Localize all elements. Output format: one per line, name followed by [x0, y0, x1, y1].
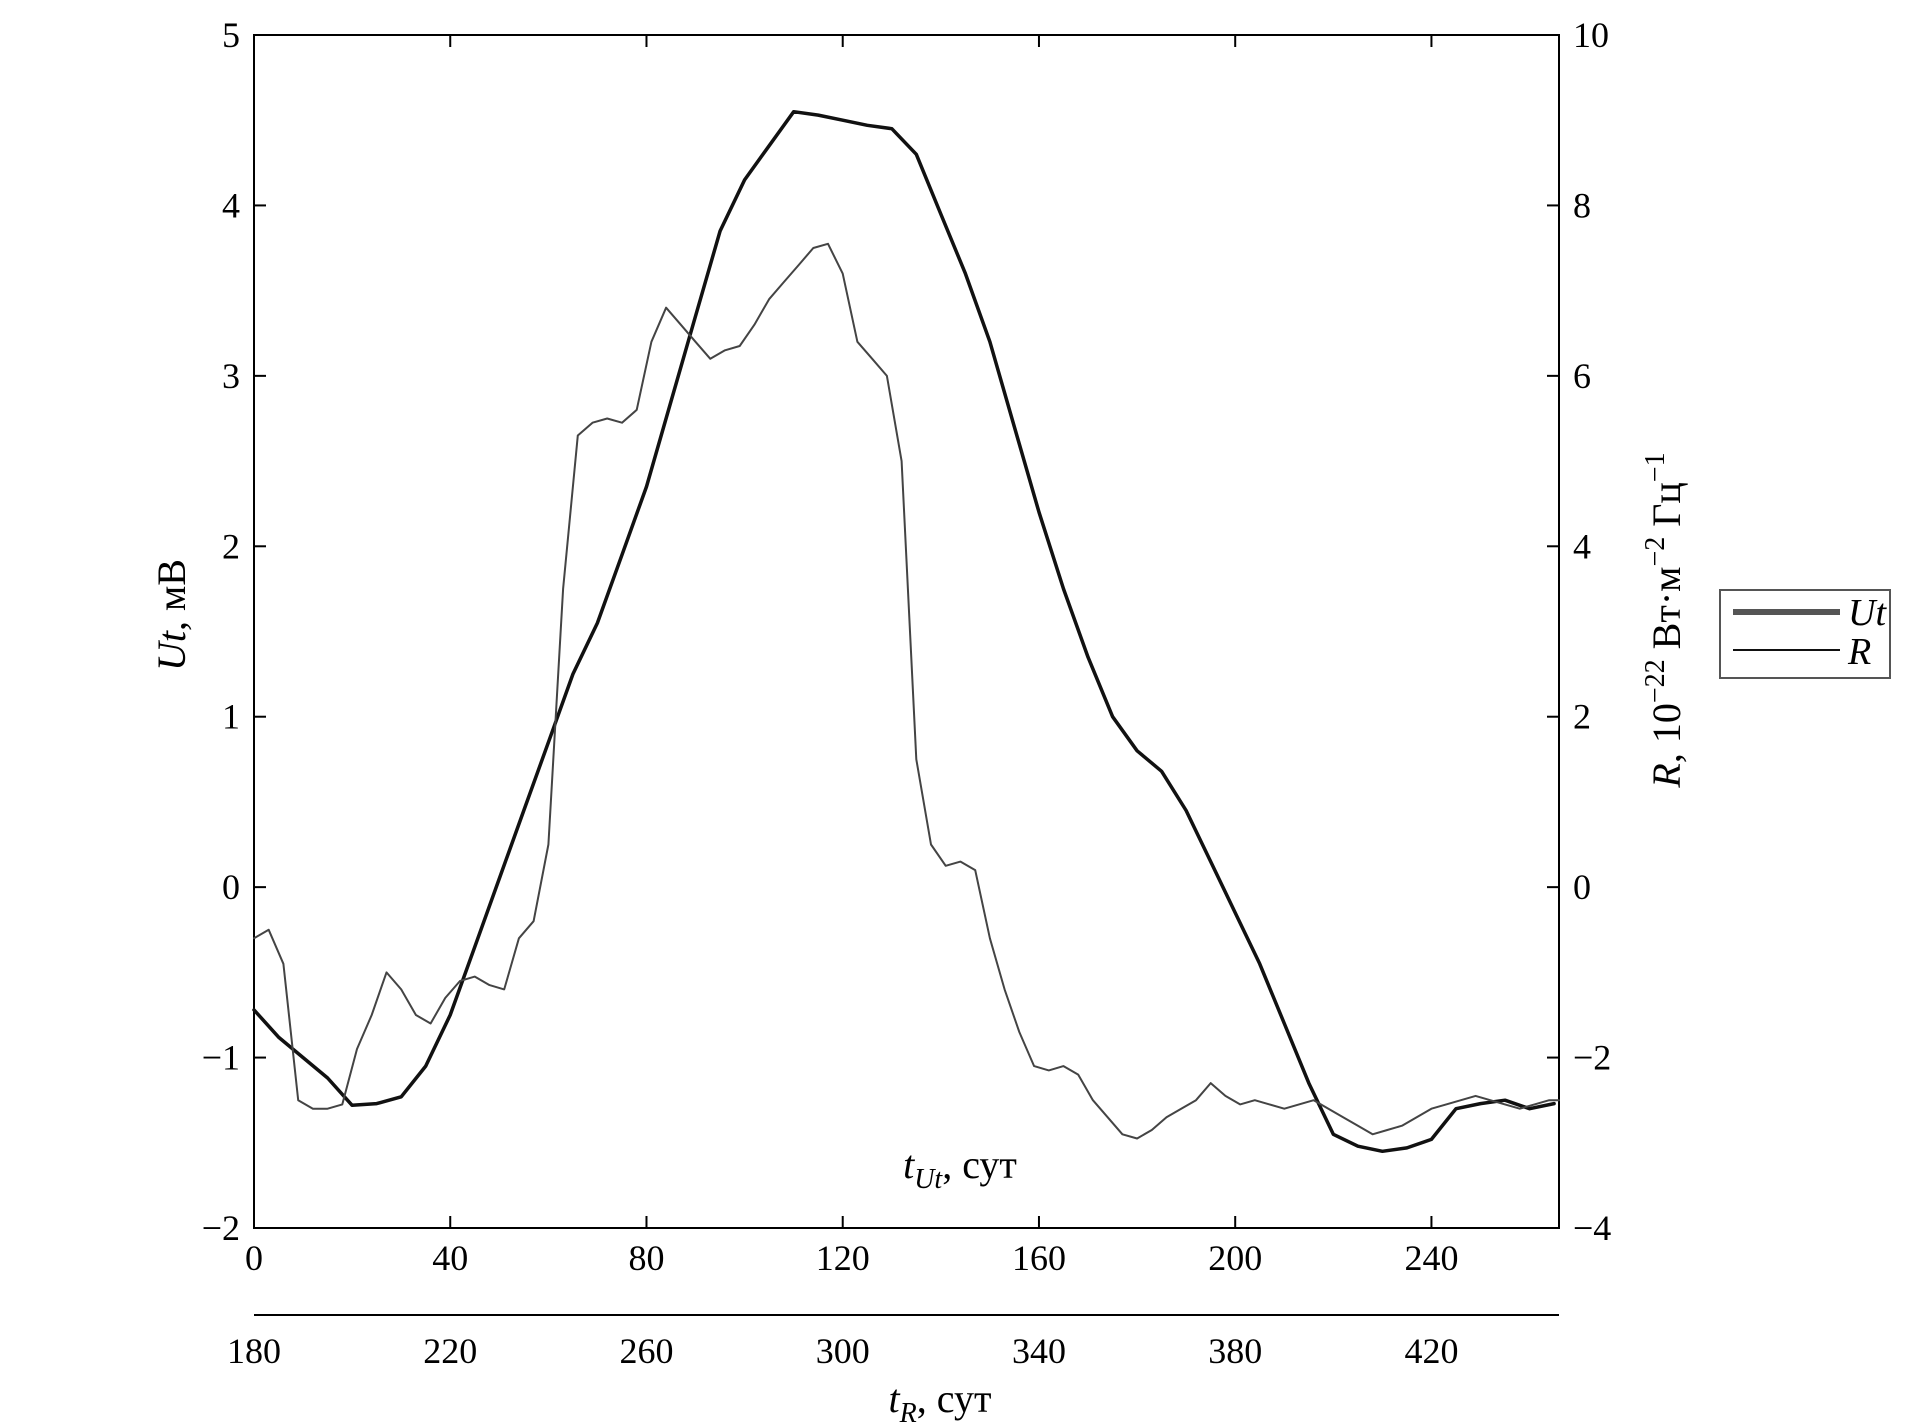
legend-label-ut: Ut — [1848, 592, 1887, 634]
right-axis-ticks: −4 −2 0 2 4 6 8 10 — [1547, 15, 1611, 1248]
bottom-x-tick-label: 300 — [816, 1331, 870, 1371]
bottom-x-tick-label: 220 — [423, 1331, 477, 1371]
right-tick-label: 4 — [1573, 526, 1591, 566]
left-tick-label: 4 — [222, 185, 240, 225]
bottom-x-tick-label: 180 — [227, 1331, 281, 1371]
series-line-ut — [252, 109, 1556, 1154]
top-x-tick-label: 80 — [628, 1238, 664, 1278]
bottom-x-tick-label: 340 — [1012, 1331, 1066, 1371]
right-axis-title: R, 10−22 Вт·м−2 Гц−1 — [1640, 452, 1689, 788]
left-tick-label: 0 — [222, 867, 240, 907]
right-tick-label: −2 — [1573, 1038, 1611, 1078]
left-axis-title: Ut, мВ — [149, 559, 194, 671]
legend-label-r: R — [1847, 631, 1871, 673]
top-x-tick-label: 160 — [1012, 1238, 1066, 1278]
right-tick-label: 6 — [1573, 356, 1591, 396]
left-axis-ticks: −2 −1 0 1 2 3 4 5 — [202, 15, 266, 1248]
top-x-tick-label: 200 — [1208, 1238, 1262, 1278]
left-tick-label: 2 — [222, 526, 240, 566]
top-x-tick-label: 40 — [432, 1238, 468, 1278]
series-layer — [252, 109, 1560, 1154]
series-line-r — [253, 242, 1560, 1140]
plot-frame — [253, 34, 1560, 1229]
top-x-axis-title: tUt, сут — [903, 1142, 1017, 1195]
legend: Ut R — [1719, 589, 1891, 679]
left-tick-label: 5 — [222, 15, 240, 55]
top-x-axis-ticks: 0 40 80 120 160 200 240 — [245, 35, 1458, 1278]
right-tick-label: 8 — [1573, 185, 1591, 225]
bottom-x-axis-ticks: 180 220 260 300 340 380 420 — [227, 1331, 1458, 1371]
right-tick-label: 2 — [1573, 697, 1591, 737]
right-tick-label: 0 — [1573, 867, 1591, 907]
right-tick-label: 10 — [1573, 15, 1609, 55]
left-tick-label: 3 — [222, 356, 240, 396]
bottom-x-tick-label: 380 — [1208, 1331, 1262, 1371]
bottom-x-axis-title: tR, сут — [889, 1376, 992, 1423]
left-tick-label: −1 — [202, 1038, 240, 1078]
left-tick-label: −2 — [202, 1208, 240, 1248]
top-x-tick-label: 120 — [816, 1238, 870, 1278]
bottom-x-tick-label: 420 — [1404, 1331, 1458, 1371]
bottom-x-tick-label: 260 — [619, 1331, 673, 1371]
right-tick-label: −4 — [1573, 1208, 1611, 1248]
legend-box — [1719, 589, 1891, 679]
top-x-tick-label: 0 — [245, 1238, 263, 1278]
top-x-tick-label: 240 — [1404, 1238, 1458, 1278]
left-tick-label: 1 — [222, 697, 240, 737]
